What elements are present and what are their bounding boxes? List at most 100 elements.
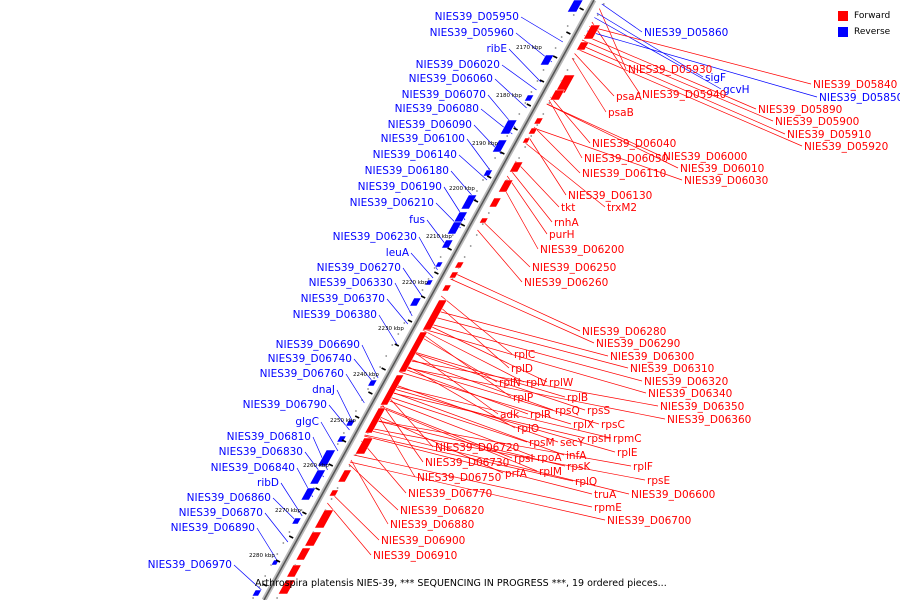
forward-gene bbox=[337, 469, 352, 483]
guide-dot bbox=[475, 234, 478, 236]
forward-gene bbox=[554, 74, 576, 94]
forward-gene-label: NIES39_D06730 bbox=[425, 457, 509, 469]
dash-mark bbox=[539, 79, 545, 83]
reverse-gene-label: NIES39_D06060 bbox=[409, 73, 493, 85]
dash-mark bbox=[473, 199, 479, 203]
forward-connector bbox=[388, 390, 565, 456]
forward-gene-label: NIES39_D06000 bbox=[663, 151, 747, 163]
reverse-gene-label: NIES39_D06190 bbox=[358, 181, 442, 193]
guide-dot bbox=[367, 388, 369, 390]
reverse-gene-label: NIES39_D06380 bbox=[293, 309, 377, 321]
legend-forward-label: Forward bbox=[854, 11, 891, 21]
forward-gene-label: rpsK bbox=[567, 461, 591, 473]
reverse-connector bbox=[394, 282, 413, 317]
reverse-gene-label: NIES39_D06370 bbox=[301, 293, 385, 305]
forward-connector bbox=[548, 99, 583, 159]
forward-connector bbox=[591, 21, 641, 95]
forward-gene bbox=[379, 374, 405, 406]
forward-gene-label: psaA bbox=[616, 91, 643, 103]
forward-gene-label: trxM2 bbox=[607, 202, 637, 214]
legend-reverse-label: Reverse bbox=[854, 27, 891, 37]
reverse-gene bbox=[367, 379, 378, 387]
guide-dot bbox=[536, 124, 539, 126]
forward-connector bbox=[327, 502, 372, 556]
guide-dot bbox=[548, 102, 551, 104]
guide-dot bbox=[542, 113, 545, 115]
forward-gene bbox=[488, 197, 502, 208]
forward-gene-label: NIES39_D06820 bbox=[400, 505, 484, 517]
reverse-connector bbox=[586, 30, 818, 98]
reverse-gene-label: NIES39_D05860 bbox=[644, 27, 728, 39]
forward-gene-label: NIES39_D05890 bbox=[758, 104, 842, 116]
reverse-gene bbox=[409, 297, 422, 307]
dash-mark bbox=[552, 55, 558, 59]
tick-label: 2240 kbp bbox=[353, 372, 379, 378]
forward-connector bbox=[546, 103, 679, 169]
dash-mark bbox=[460, 223, 466, 227]
reverse-gene-label: NIES39_D06070 bbox=[402, 89, 486, 101]
reverse-gene-label: NIES39_D05960 bbox=[430, 27, 514, 39]
forward-connector bbox=[422, 329, 525, 383]
reverse-connector bbox=[501, 64, 537, 91]
guide-dot bbox=[403, 322, 406, 324]
guide-dot bbox=[481, 223, 484, 225]
forward-gene-label: adk bbox=[500, 409, 520, 421]
forward-gene bbox=[441, 284, 452, 292]
forward-gene-label: rplF bbox=[633, 461, 653, 473]
tick-label: 2190 kbp bbox=[472, 141, 498, 147]
reverse-gene-label: NIES39_D06810 bbox=[227, 431, 311, 443]
reverse-swatch bbox=[838, 27, 848, 37]
forward-gene-label: rpsH bbox=[587, 433, 611, 445]
guide-dot bbox=[288, 531, 291, 533]
dash-mark bbox=[513, 127, 518, 131]
guide-dot bbox=[391, 344, 394, 346]
forward-gene-label: rpmE bbox=[594, 502, 622, 514]
forward-connector bbox=[453, 272, 581, 332]
reverse-connector bbox=[508, 48, 542, 83]
guide-dot bbox=[330, 498, 333, 500]
forward-gene-label: NIES39_D06700 bbox=[607, 515, 691, 527]
forward-connector bbox=[410, 351, 586, 411]
reverse-gene bbox=[441, 239, 454, 249]
forward-connector bbox=[515, 160, 560, 208]
forward-gene-label: NIES39_D06320 bbox=[644, 376, 728, 388]
forward-gene-label: NIES39_D06130 bbox=[568, 190, 652, 202]
forward-connector bbox=[367, 429, 630, 495]
tick-label: 2280 kbp bbox=[249, 553, 275, 559]
reverse-gene bbox=[251, 589, 262, 597]
reverse-gene-label: NIES39_D06970 bbox=[148, 559, 232, 571]
tick-label: 2200 kbp bbox=[449, 186, 475, 192]
dash-mark bbox=[500, 151, 505, 155]
forward-gene bbox=[354, 437, 374, 455]
reverse-connector bbox=[410, 252, 434, 279]
guide-dot bbox=[336, 443, 339, 445]
forward-gene-label: rplR bbox=[530, 409, 551, 421]
guide-dot bbox=[373, 377, 375, 379]
reverse-gene-label: NIES39_D06090 bbox=[388, 119, 472, 131]
forward-connector bbox=[380, 405, 513, 459]
map-caption: Arthrospira platensis NIES-39, *** SEQUE… bbox=[255, 578, 667, 589]
reverse-gene bbox=[336, 435, 347, 443]
forward-connector bbox=[399, 371, 572, 425]
forward-gene-label: rnhA bbox=[554, 217, 579, 229]
forward-connector bbox=[386, 395, 528, 443]
dash-mark bbox=[341, 439, 347, 443]
forward-connector bbox=[372, 419, 632, 467]
reverse-gene-label: NIES39_D06760 bbox=[260, 368, 344, 380]
forward-connector bbox=[381, 403, 424, 463]
guide-dot bbox=[524, 102, 527, 104]
forward-connector bbox=[375, 414, 504, 474]
reverse-gene-label: NIES39_D06830 bbox=[219, 446, 303, 458]
reverse-connector bbox=[386, 298, 409, 325]
guide-dot bbox=[342, 432, 345, 434]
genome-backbone bbox=[261, 0, 597, 600]
forward-connector bbox=[533, 126, 581, 174]
guide-dot bbox=[282, 542, 285, 544]
forward-gene-label: NIES39_D06360 bbox=[667, 414, 751, 426]
tick-label: 2250 kbp bbox=[330, 418, 356, 424]
forward-connector bbox=[391, 385, 612, 439]
reverse-connector bbox=[320, 421, 339, 452]
forward-gene-label: rpsS bbox=[587, 405, 610, 417]
forward-gene-label: rpmC bbox=[613, 433, 642, 445]
forward-gene-label: NIES39_D06250 bbox=[532, 262, 616, 274]
